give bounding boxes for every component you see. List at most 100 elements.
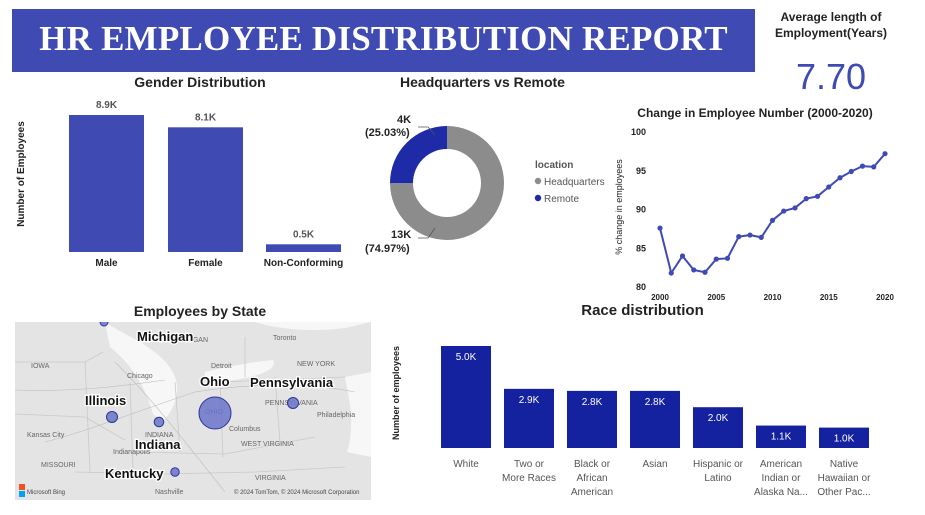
race-value-label-6: 1.0K (834, 434, 855, 445)
change-x-tick-3: 2015 (820, 293, 838, 302)
change-x-tick-1: 2005 (707, 293, 725, 302)
map-state-ohio: Ohio (200, 374, 230, 389)
race-category-5-line-0: American (760, 459, 802, 470)
change-point-2007[interactable] (736, 234, 742, 240)
race-value-label-1: 2.9K (519, 395, 540, 406)
race-category-5-line-2: Alaska Na... (754, 487, 808, 498)
change-line-chart: % change in employees 80 85 90 95 100 2000 200… (614, 127, 894, 302)
change-point-2019[interactable] (871, 164, 877, 170)
map-label-13: Kansas City (27, 432, 65, 439)
change-point-2004[interactable] (702, 269, 708, 275)
race-category-2-line-1: African (576, 473, 607, 484)
race-bar-0[interactable] (441, 346, 491, 448)
race-category-1-line-0: Two or (514, 459, 545, 470)
donut-slice-headquarters[interactable] (390, 126, 504, 241)
map-label-14: MISSOURI (41, 462, 76, 469)
change-point-2009[interactable] (758, 234, 764, 240)
change-point-2006[interactable] (724, 255, 731, 261)
race-category-6-line-1: Hawaiian or (818, 473, 871, 484)
race-bar-1[interactable] (504, 388, 554, 448)
map-label-8: INDIANA (145, 432, 174, 439)
change-point-2020[interactable] (882, 151, 888, 157)
gender-chart: Number of Employees 8.9K Male 8.1K Female 0.… (16, 100, 343, 269)
change-point-2008[interactable] (747, 232, 753, 238)
map-label-5: NEW YORK (297, 361, 335, 368)
map-bubble-5[interactable] (170, 467, 180, 477)
gender-value-label-0: 8.9K (96, 100, 118, 111)
map-title: Employees by State (133, 303, 267, 319)
legend-remote: Remote (544, 194, 579, 205)
change-point-2014[interactable] (814, 193, 821, 199)
gender-category-1: Female (188, 258, 223, 269)
map-bubble-1[interactable] (198, 396, 232, 430)
race-category-1-line-1: More Races (502, 473, 556, 484)
gender-y-axis-label: Number of Employees (16, 121, 27, 227)
map-bubble-0[interactable] (99, 322, 109, 327)
gender-bar-1[interactable] (168, 127, 243, 252)
change-point-2013[interactable] (803, 196, 809, 202)
race-value-label-0: 5.0K (456, 352, 477, 363)
change-point-2002[interactable] (679, 253, 686, 259)
map-state-kentucky: Kentucky (105, 466, 164, 481)
gender-value-label-2: 0.5K (293, 229, 315, 240)
map-bubble-3[interactable] (106, 411, 118, 423)
change-point-2005[interactable] (713, 256, 719, 262)
remote-count-label: 4K (397, 114, 411, 126)
gender-bar-2[interactable] (266, 244, 341, 252)
gender-bar-0[interactable] (69, 115, 144, 252)
location-chart-title: Headquarters vs Remote (400, 74, 565, 90)
change-y-tick-1: 85 (636, 243, 646, 253)
change-point-2018[interactable] (859, 163, 866, 169)
donut-slice-remote[interactable] (390, 126, 447, 184)
map-label-15: WEST VIRGINIA (241, 441, 294, 448)
legend-headquarters-swatch (534, 177, 542, 185)
change-point-2011[interactable] (781, 208, 787, 214)
map-label-3: Detroit (211, 363, 232, 370)
race-bar-6[interactable] (819, 427, 869, 448)
hq-percent-label: (74.97%) (365, 243, 410, 255)
race-bar-2[interactable] (567, 390, 617, 448)
kpi-label-line1: Average length of (780, 10, 882, 24)
map-state-michigan: Michigan (137, 329, 193, 344)
gender-chart-title: Gender Distribution (134, 74, 266, 90)
kpi-label: Average length of Employment(Years) (768, 9, 894, 41)
map-state-illinois: Illinois (85, 393, 126, 408)
race-chart: Number of employees 5.0K White 2.9K Two or M… (391, 346, 871, 498)
race-value-label-3: 2.8K (645, 397, 666, 408)
gender-value-label-1: 8.1K (195, 112, 217, 123)
race-bar-3[interactable] (630, 390, 680, 448)
atlantic-coast (345, 372, 371, 457)
gender-category-2: Non-Conforming (264, 258, 343, 269)
race-value-label-2: 2.8K (582, 397, 603, 408)
race-category-0-line-0: White (453, 459, 479, 470)
change-point-2012[interactable] (792, 205, 798, 211)
change-point-2010[interactable] (769, 217, 776, 223)
change-y-axis-label: % change in employees (614, 159, 624, 255)
kpi-label-line2: Employment(Years) (774, 26, 888, 40)
report-title: HR EMPLOYEE DISTRIBUTION REPORT (39, 19, 728, 58)
change-x-tick-2: 2010 (764, 293, 782, 302)
map-state-indiana: Indiana (135, 437, 181, 452)
change-point-2016[interactable] (837, 175, 843, 181)
hq-count-label: 13K (391, 229, 411, 241)
change-point-2003[interactable] (691, 267, 697, 273)
change-point-2017[interactable] (848, 168, 854, 175)
map-label-16: VIRGINIA (255, 475, 286, 482)
map-label-10: Columbus (229, 426, 261, 433)
change-point-2015[interactable] (826, 184, 832, 190)
gender-category-0: Male (95, 258, 118, 269)
map-bubble-4[interactable] (153, 416, 165, 428)
race-bar-4[interactable] (693, 407, 743, 448)
change-x-tick-4: 2020 (876, 293, 894, 302)
map-label-0: MICHIGAN (173, 337, 208, 344)
map-bubble-2[interactable] (287, 397, 299, 409)
state-map[interactable]: MICHIGAN IOWA Chicago Detroit Toronto NEW YOR… (15, 322, 371, 500)
map-brand: Microsoft Bing (27, 490, 65, 496)
change-point-2000[interactable] (657, 225, 663, 231)
change-y-tick-0: 80 (636, 282, 646, 292)
change-point-2001[interactable] (668, 270, 674, 276)
race-bar-5[interactable] (756, 425, 806, 448)
location-donut-chart: 4K (25.03%) 13K (74.97%) location Headqu… (365, 114, 605, 255)
change-x-tick-0: 2000 (651, 293, 669, 302)
map-label-1: IOWA (31, 363, 50, 370)
